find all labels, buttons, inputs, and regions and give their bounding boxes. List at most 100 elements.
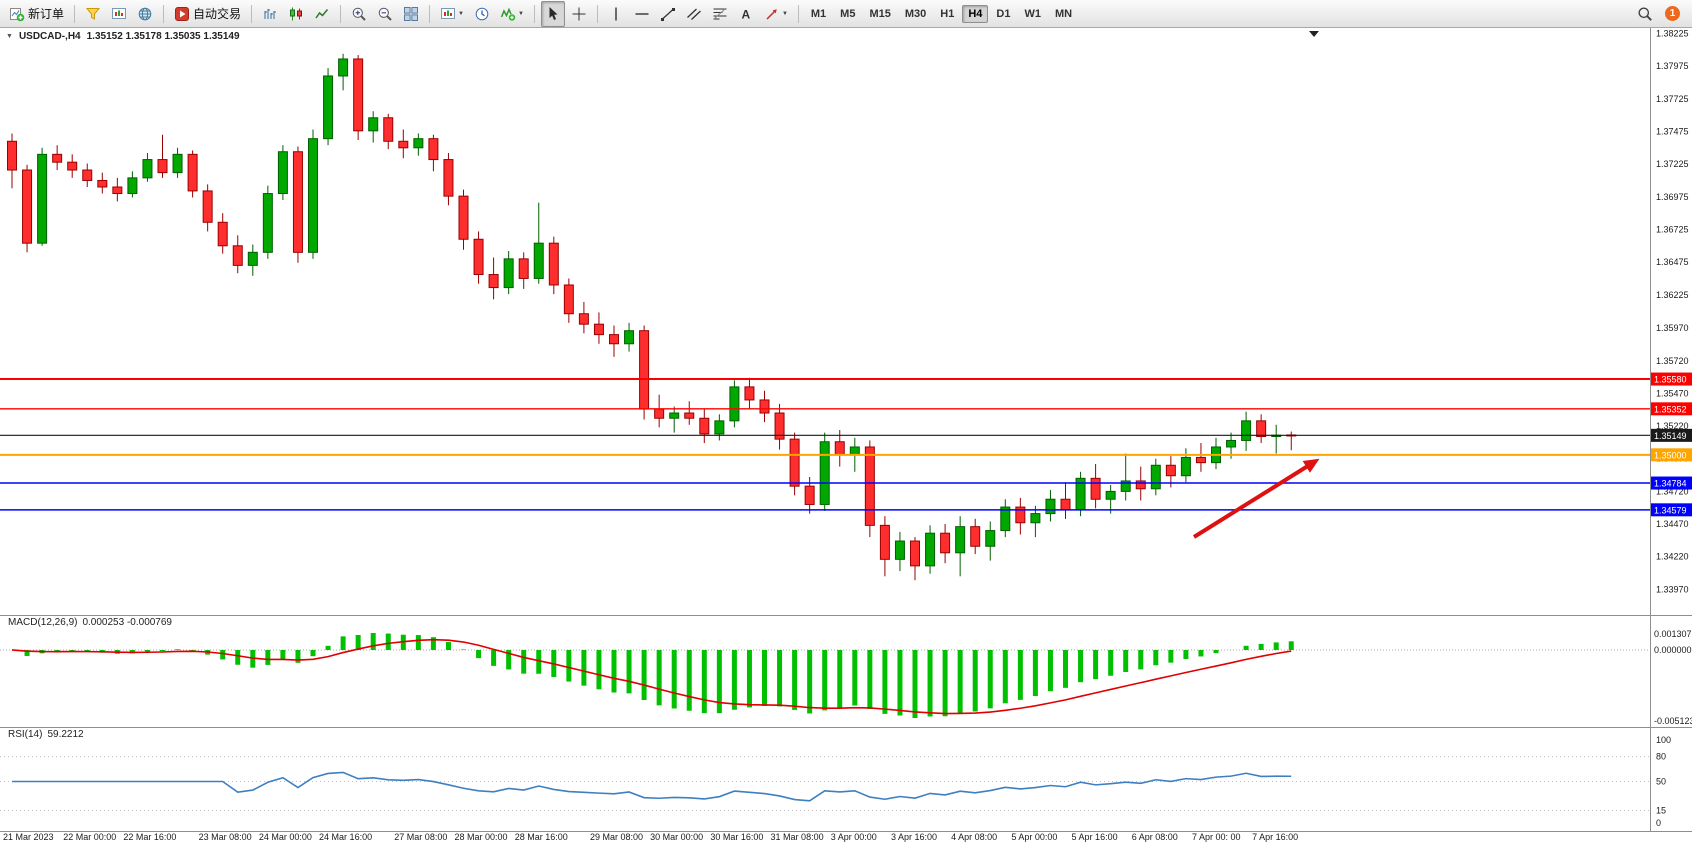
symbol-dropdown-icon[interactable]: ▼ xyxy=(6,33,13,40)
trendline-icon xyxy=(660,6,676,22)
rsi-axis-label: 100 xyxy=(1656,735,1671,745)
candle-chart-button[interactable] xyxy=(284,1,308,27)
candle xyxy=(323,68,334,146)
toolbar-right: 1 xyxy=(1632,1,1688,27)
svg-text:1.34579: 1.34579 xyxy=(1654,505,1687,515)
time-axis-label: 7 Apr 00: 00 xyxy=(1192,832,1241,842)
bar-chart-icon xyxy=(262,6,278,22)
timeframe-m30[interactable]: M30 xyxy=(904,7,927,20)
timeframe-m1[interactable]: M1 xyxy=(810,7,827,20)
timeframe-h4[interactable]: H4 xyxy=(962,4,989,23)
line-chart-icon xyxy=(314,6,330,22)
price-axis-label: 1.33970 xyxy=(1656,584,1689,594)
line-chart-button[interactable] xyxy=(310,1,334,27)
timeframe-d1[interactable]: D1 xyxy=(996,7,1011,20)
timeframe-w1[interactable]: W1 xyxy=(1024,7,1041,20)
price-axis-label: 1.35470 xyxy=(1656,388,1689,398)
trend-arrow-head xyxy=(1302,458,1320,473)
candle xyxy=(1090,463,1101,509)
chart-title: ▼ USDCAD-,H4 1.35152 1.35178 1.35035 1.3… xyxy=(6,31,240,42)
dropdown-caret-icon: ▼ xyxy=(458,10,464,17)
price-axis-label: 1.37975 xyxy=(1656,61,1689,71)
autotrading-button[interactable]: 自动交易 xyxy=(170,1,245,27)
candle xyxy=(879,516,890,577)
svg-text:1.35580: 1.35580 xyxy=(1654,375,1687,385)
time-axis-label: 30 Mar 16:00 xyxy=(710,832,763,842)
timeframe-h1[interactable]: H1 xyxy=(940,7,955,20)
macd-axis-label: -0.005123 xyxy=(1654,716,1692,726)
macd-axis-label: 0.000000 xyxy=(1654,645,1692,655)
candle xyxy=(338,53,349,91)
svg-text:1.35000: 1.35000 xyxy=(1654,450,1687,460)
candle xyxy=(699,409,710,444)
tile-windows-button[interactable] xyxy=(399,1,423,27)
trendline-tool-button[interactable] xyxy=(656,1,680,27)
time-axis-label: 24 Mar 00:00 xyxy=(259,832,312,842)
time-axis-label: 3 Apr 00:00 xyxy=(831,832,877,842)
timeframe-m15[interactable]: M15 xyxy=(869,7,891,20)
timeframe-m5[interactable]: M5 xyxy=(840,7,856,20)
price-axis-label: 1.34220 xyxy=(1656,552,1689,562)
candle xyxy=(67,154,78,178)
horizontal-line-tool-button[interactable] xyxy=(630,1,654,27)
candle xyxy=(864,440,875,538)
candle xyxy=(202,184,213,232)
candle xyxy=(413,133,424,156)
candle xyxy=(563,278,574,323)
chart-shift-marker-icon[interactable] xyxy=(1309,31,1319,37)
rsi-axis-label: 0 xyxy=(1656,818,1661,828)
trend-arrow[interactable] xyxy=(1192,462,1313,539)
tile-icon xyxy=(403,6,419,22)
notification-badge[interactable]: 1 xyxy=(1665,6,1680,21)
channel-tool-button[interactable] xyxy=(682,1,706,27)
indicators-icon xyxy=(500,6,516,22)
candle xyxy=(714,414,725,441)
price-axis-label: 1.35970 xyxy=(1656,323,1689,333)
period-clock-button[interactable] xyxy=(470,1,494,27)
time-axis-label: 30 Mar 00:00 xyxy=(650,832,703,842)
candle xyxy=(1120,453,1131,501)
candle xyxy=(955,516,966,577)
price-axis-label: 1.36725 xyxy=(1656,224,1689,234)
text-tool-button[interactable]: A xyxy=(734,1,758,27)
add-chart-button[interactable]: ▼ xyxy=(436,1,468,27)
candle xyxy=(1060,482,1071,519)
candle xyxy=(1000,499,1011,538)
vertical-line-tool-button[interactable] xyxy=(604,1,628,27)
candle xyxy=(52,145,63,171)
main-chart[interactable]: 1.38225 1.37975 1.37725 1.37475 1.37225 1.369… xyxy=(0,28,1692,850)
time-axis-label: 29 Mar 08:00 xyxy=(590,832,643,842)
dropdown-caret-icon: ▼ xyxy=(781,10,788,17)
metaeditor-button[interactable] xyxy=(81,1,105,27)
time-axis-label: 31 Mar 08:00 xyxy=(771,832,824,842)
arrows-tool-button[interactable]: ▼ xyxy=(760,1,792,27)
toolbar-separator xyxy=(340,4,342,23)
candle xyxy=(744,377,755,410)
price-axis-label: 1.34470 xyxy=(1656,519,1689,529)
zoom-in-button[interactable] xyxy=(347,1,371,27)
zoom-out-button[interactable] xyxy=(373,1,397,27)
indicators-button[interactable]: ▼ xyxy=(496,1,528,27)
candle xyxy=(187,150,198,198)
price-axis-label: 1.35220 xyxy=(1656,421,1689,431)
candle xyxy=(247,244,258,276)
fibonacci-tool-button[interactable] xyxy=(708,1,732,27)
dropdown-caret-icon: ▼ xyxy=(517,10,524,17)
cursor-tool-button[interactable] xyxy=(540,0,565,27)
candle xyxy=(1286,431,1297,451)
candle xyxy=(292,146,303,263)
price-tag: 1.34579 xyxy=(1651,503,1692,517)
new-order-button-label: 新订单 xyxy=(28,7,65,21)
crosshair-tool-button[interactable] xyxy=(567,1,591,27)
candle xyxy=(669,406,680,433)
time-axis-label: 28 Mar 00:00 xyxy=(455,832,508,842)
navigator-button[interactable] xyxy=(133,1,157,27)
candle xyxy=(217,213,228,254)
search-button[interactable] xyxy=(1633,1,1657,27)
bar-chart-button[interactable] xyxy=(258,1,282,27)
candle xyxy=(910,537,920,581)
new-order-button[interactable]: 新订单 xyxy=(5,1,68,27)
new-chart-button[interactable] xyxy=(107,1,131,27)
toolbar-separator xyxy=(797,4,799,23)
timeframe-mn[interactable]: MN xyxy=(1054,7,1073,20)
